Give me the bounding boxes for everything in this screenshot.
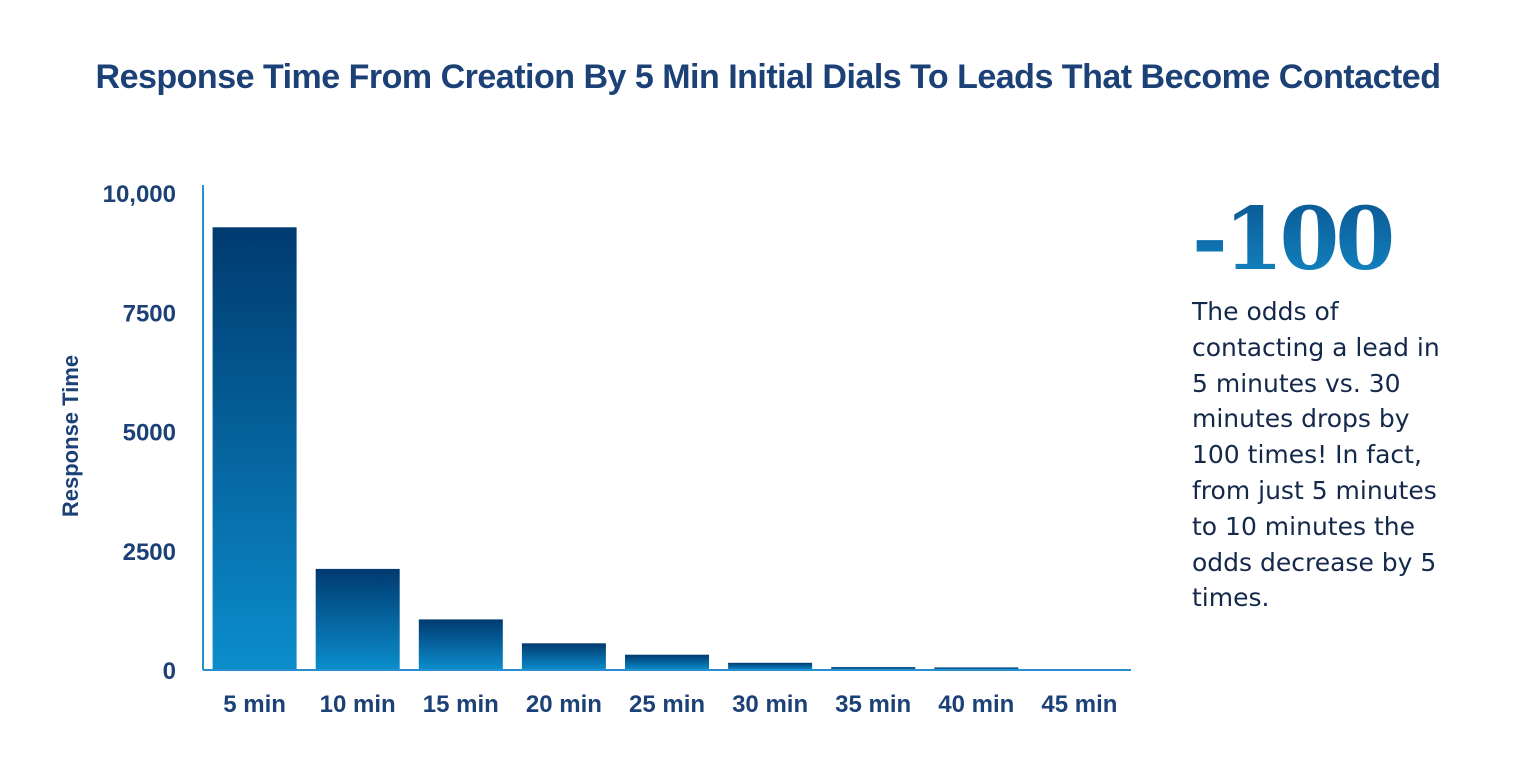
y-tick-label: 10,000: [103, 181, 176, 208]
y-tick-label: 5000: [123, 420, 176, 447]
bar-25-min: [625, 654, 709, 670]
x-tick-label: 10 min: [320, 691, 396, 718]
bar-10-min: [315, 568, 400, 670]
x-tick-labels: 5 min 10 min 15 min 20 min 25 min 30 min 35 mi…: [223, 691, 1117, 718]
y-tick-label: 7500: [123, 300, 176, 327]
x-tick-label: 40 min: [938, 691, 1014, 718]
x-tick-label: 5 min: [223, 691, 286, 718]
callout-number: -100: [1192, 190, 1492, 290]
bars-group: [212, 227, 1019, 671]
y-tick-label: 2500: [123, 539, 176, 566]
x-tick-label: 35 min: [835, 691, 911, 718]
x-tick-label: 45 min: [1041, 691, 1117, 718]
x-tick-label: 20 min: [526, 691, 602, 718]
x-tick-label: 25 min: [629, 691, 705, 718]
bar-20-min: [521, 643, 606, 670]
bar-40-min: [934, 667, 1019, 670]
y-tick-label: 0: [163, 658, 176, 685]
bar-5-min: [212, 227, 297, 671]
x-tick-label: 30 min: [732, 691, 808, 718]
bar-30-min: [728, 662, 813, 670]
y-axis-label: Response Time: [58, 355, 83, 517]
x-tick-label: 15 min: [423, 691, 499, 718]
callout-text: The odds of contacting a lead in 5 minut…: [1192, 297, 1440, 613]
bar-15-min: [418, 619, 503, 670]
callout-panel: -100 The odds of contacting a lead in 5 …: [1192, 190, 1492, 616]
chart-title: Response Time From Creation By 5 Min Ini…: [95, 58, 1441, 96]
y-tick-labels: 0 2500 5000 7500 10,000: [103, 181, 176, 685]
bar-35-min: [831, 667, 916, 670]
